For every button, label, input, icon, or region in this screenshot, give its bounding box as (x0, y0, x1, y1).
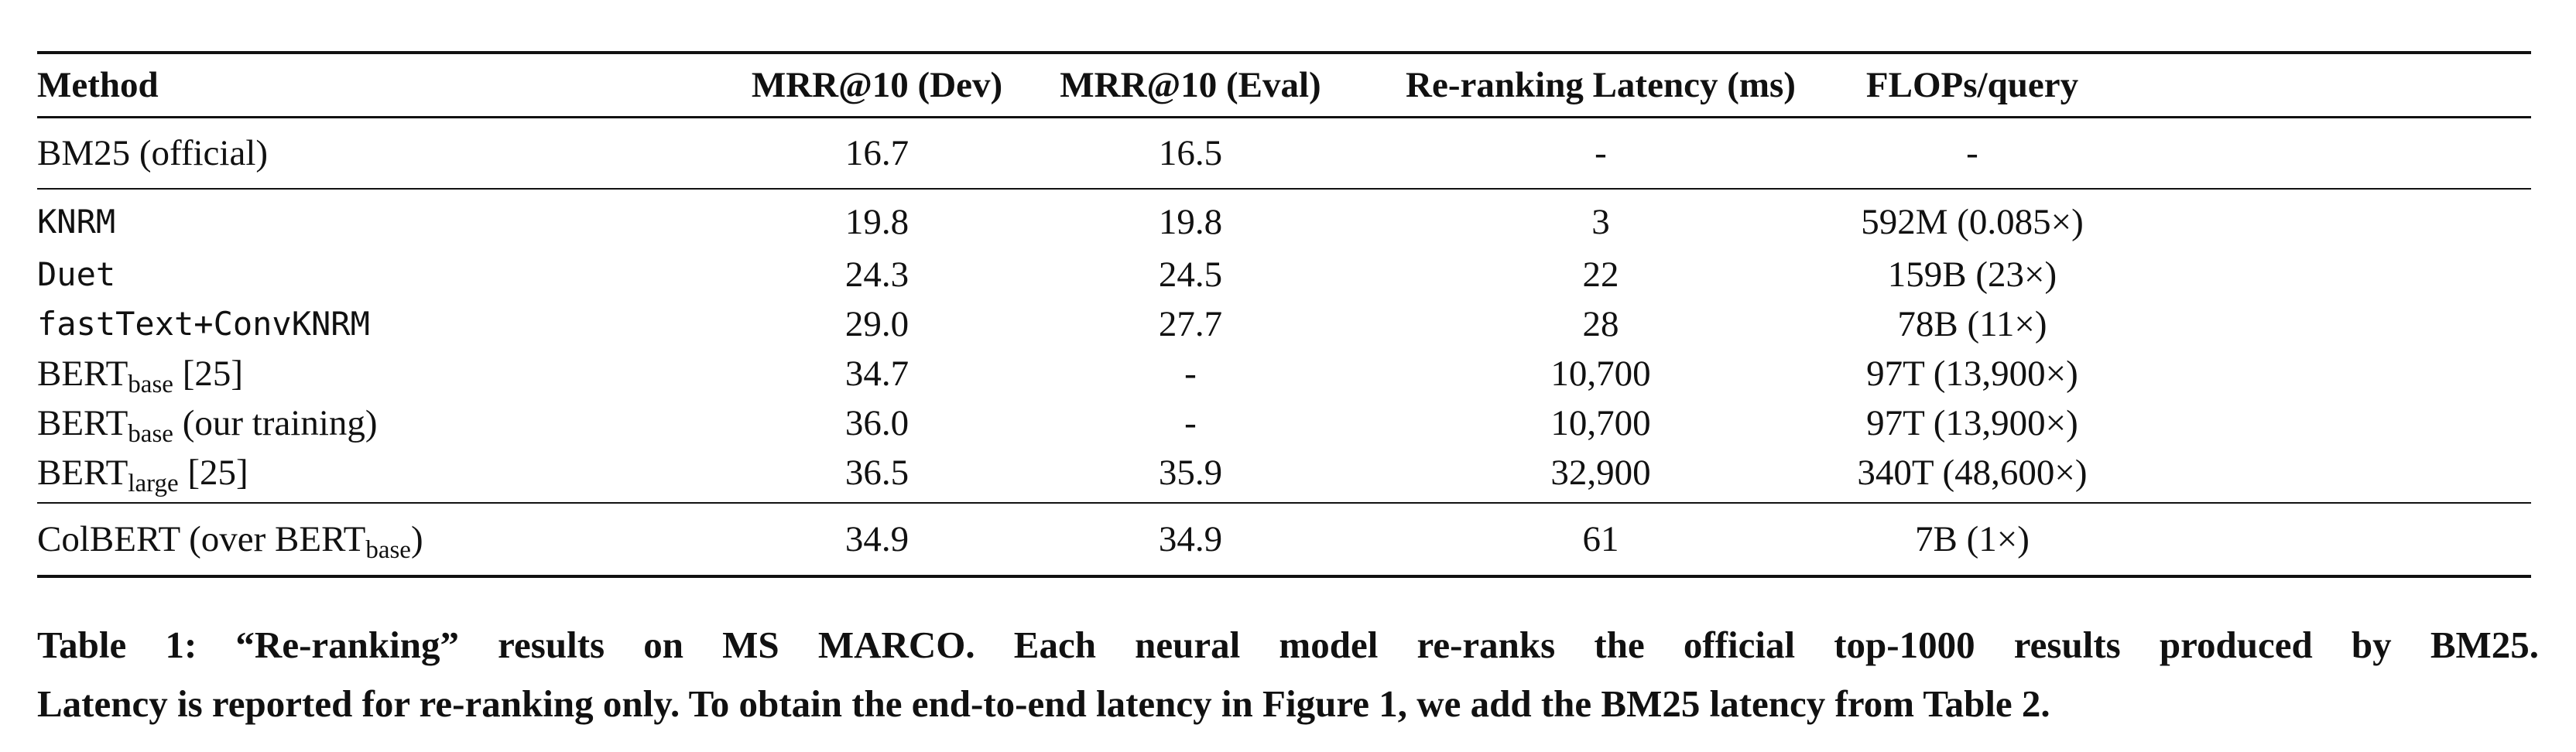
results-table: Method MRR@10 (Dev) MRR@10 (Eval) Re-ran… (37, 51, 2531, 578)
flops-cell: - (1966, 132, 1978, 173)
method-cell: fastText+ConvKNRM (37, 305, 370, 343)
table-row: BERTbase [25] 34.7 - 10,700 97T (13,900×… (37, 349, 2531, 398)
method-subscript: large (128, 469, 179, 497)
mrr-eval-cell: 19.8 (1158, 201, 1223, 242)
spacer-cell (2096, 189, 2531, 250)
mrr-dev-cell: 36.0 (844, 402, 909, 443)
method-subscript: base (128, 419, 173, 448)
spacer-cell (2096, 349, 2531, 398)
spacer-cell (2096, 250, 2531, 299)
mrr-dev-cell: 36.5 (844, 452, 909, 493)
mrr-dev-cell: 24.3 (844, 254, 909, 295)
method-name: BERT (37, 402, 128, 443)
header-spacer (2096, 53, 2531, 118)
baseline-group: BM25 (official) 16.7 16.5 - - (37, 118, 2531, 190)
table-row: fastText+ConvKNRM 29.0 27.7 28 78B (11×) (37, 299, 2531, 349)
neural-models-group: KNRM 19.8 19.8 3 592M (0.085×) Duet 24.3… (37, 189, 2531, 503)
method-cell: BERTbase (our training) (37, 398, 726, 448)
method-cell: BERTbase [25] (37, 349, 726, 398)
latency-cell: 10,700 (1550, 353, 1651, 394)
method-suffix: (our training) (173, 402, 378, 443)
caption-line-1: Table 1: “Re-ranking” results on MS MARC… (37, 624, 2539, 666)
caption-line-2: Latency is reported for re-ranking only.… (37, 682, 2050, 725)
mrr-dev-cell: 29.0 (844, 303, 909, 344)
table-header: Method MRR@10 (Dev) MRR@10 (Eval) Re-ran… (37, 53, 2531, 118)
mrr-eval-cell: 24.5 (1158, 254, 1223, 295)
method-cell: BERTlarge [25] (37, 448, 726, 503)
header-latency: Re-ranking Latency (ms) (1406, 64, 1796, 105)
table-row: ColBERT (over BERTbase) 34.9 34.9 61 7B … (37, 503, 2531, 576)
header-mrr-dev: MRR@10 (Dev) (751, 64, 1003, 105)
flops-cell: 7B (1×) (1915, 518, 2030, 559)
latency-cell: 10,700 (1550, 402, 1651, 443)
method-name: ColBERT (over BERT (37, 518, 366, 559)
table-row: BM25 (official) 16.7 16.5 - - (37, 118, 2531, 190)
table-row: KNRM 19.8 19.8 3 592M (0.085×) (37, 189, 2531, 250)
mrr-dev-cell: 16.7 (844, 132, 909, 173)
method-cell: BM25 (official) (37, 132, 269, 173)
mrr-dev-cell: 34.9 (844, 518, 909, 559)
method-subscript: base (128, 370, 173, 398)
latency-cell: 22 (1582, 254, 1619, 295)
flops-cell: 78B (11×) (1897, 303, 2047, 344)
header-flops: FLOPs/query (1865, 64, 2079, 105)
method-name: BERT (37, 353, 128, 394)
mrr-dev-cell: 19.8 (844, 201, 909, 242)
spacer-cell (2096, 299, 2531, 349)
method-cell: KNRM (37, 203, 116, 241)
table-row: BERTlarge [25] 36.5 35.9 32,900 340T (48… (37, 448, 2531, 503)
method-subscript: base (365, 535, 411, 564)
flops-cell: 159B (23×) (1887, 254, 2057, 295)
mrr-eval-cell: - (1184, 402, 1197, 443)
method-suffix: [25] (173, 353, 243, 394)
mrr-eval-cell: 16.5 (1158, 132, 1223, 173)
header-mrr-eval: MRR@10 (Eval) (1060, 64, 1321, 105)
spacer-cell (2096, 398, 2531, 448)
results-table-container: Method MRR@10 (Dev) MRR@10 (Eval) Re-ran… (37, 51, 2531, 578)
mrr-dev-cell: 34.7 (844, 353, 909, 394)
mrr-eval-cell: 35.9 (1158, 452, 1223, 493)
spacer-cell (2096, 118, 2531, 190)
header-row: Method MRR@10 (Dev) MRR@10 (Eval) Re-ran… (37, 53, 2531, 118)
latency-cell: 28 (1582, 303, 1619, 344)
table-row: BERTbase (our training) 36.0 - 10,700 97… (37, 398, 2531, 448)
mrr-eval-cell: 27.7 (1158, 303, 1223, 344)
method-cell: ColBERT (over BERTbase) (37, 503, 726, 576)
method-suffix: ) (410, 518, 423, 559)
colbert-group: ColBERT (over BERTbase) 34.9 34.9 61 7B … (37, 503, 2531, 576)
latency-cell: - (1595, 132, 1607, 173)
flops-cell: 97T (13,900×) (1866, 402, 2078, 443)
flops-cell: 340T (48,600×) (1857, 452, 2088, 493)
flops-cell: 97T (13,900×) (1866, 353, 2078, 394)
latency-cell: 3 (1591, 201, 1610, 242)
latency-cell: 32,900 (1550, 452, 1651, 493)
header-method: Method (37, 64, 159, 105)
table-row: Duet 24.3 24.5 22 159B (23×) (37, 250, 2531, 299)
mrr-eval-cell: - (1184, 353, 1197, 394)
method-cell: Duet (37, 255, 116, 293)
latency-cell: 61 (1582, 518, 1619, 559)
mrr-eval-cell: 34.9 (1158, 518, 1223, 559)
flops-cell: 592M (0.085×) (1861, 201, 2084, 242)
method-suffix: [25] (178, 452, 248, 493)
spacer-cell (2096, 448, 2531, 503)
table-caption: Table 1: “Re-ranking” results on MS MARC… (37, 616, 2539, 733)
method-name: BERT (37, 452, 128, 493)
spacer-cell (2096, 503, 2531, 576)
